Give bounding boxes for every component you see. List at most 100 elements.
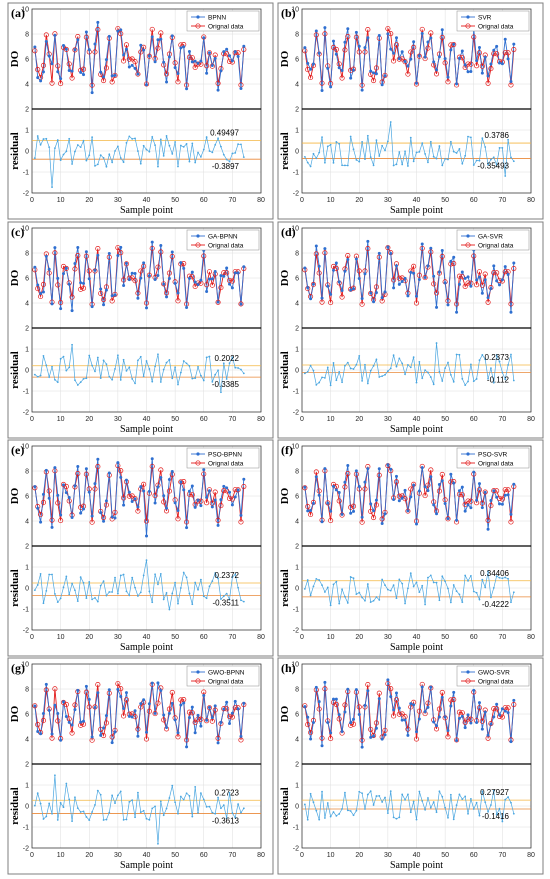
original-point <box>488 66 494 72</box>
original-point <box>333 46 339 52</box>
y-tick-label: 4 <box>295 519 299 526</box>
panel-tag: (e) <box>11 443 24 457</box>
residual-point <box>88 819 91 821</box>
original-point <box>502 50 508 56</box>
predicted-point <box>167 55 171 59</box>
predicted-point <box>486 296 490 300</box>
predicted-point <box>199 278 203 282</box>
y-tick-label: -2 <box>293 628 299 635</box>
predicted-point <box>67 720 71 724</box>
residual-point <box>469 574 472 577</box>
predicted-point <box>193 505 197 509</box>
original-point <box>425 700 431 706</box>
original-point <box>479 500 485 506</box>
original-point <box>479 718 485 724</box>
residual-point <box>116 794 119 797</box>
predicted-point <box>167 277 171 281</box>
residual-point <box>217 137 219 140</box>
residual-point <box>99 793 102 796</box>
residual-point <box>321 136 323 139</box>
residual-point <box>45 137 48 140</box>
residual-point <box>148 590 151 593</box>
original-point <box>166 270 172 276</box>
series-predicted-line <box>304 463 515 530</box>
predicted-point <box>107 252 111 256</box>
y-axis-label-bottom: residual <box>279 569 291 607</box>
panel-frame <box>277 221 544 439</box>
residual-point <box>392 816 395 819</box>
residual-point <box>315 383 318 386</box>
predicted-point <box>93 482 97 486</box>
lower-bound-label: -0.3385 <box>212 380 240 389</box>
predicted-point <box>222 50 226 54</box>
y-tick-label: -1 <box>23 389 29 396</box>
residual-point <box>82 810 85 813</box>
residual-point <box>447 361 449 364</box>
y-tick-label: 6 <box>25 57 29 64</box>
residual-point <box>177 602 179 605</box>
predicted-point <box>228 490 232 494</box>
residual-point <box>174 366 177 369</box>
original-point <box>103 720 109 726</box>
residual-point <box>435 342 438 344</box>
residual-point <box>438 370 441 373</box>
original-point <box>132 278 138 284</box>
residual-point <box>318 151 321 154</box>
y-tick-label: -1 <box>293 607 299 614</box>
predicted-point <box>84 467 88 471</box>
residual-point <box>134 586 136 589</box>
predicted-point <box>349 76 353 80</box>
predicted-point <box>449 48 453 52</box>
predicted-point <box>417 717 421 721</box>
predicted-point <box>386 463 390 467</box>
residual-point <box>398 578 401 581</box>
residual-point <box>492 156 495 159</box>
residual-point <box>177 812 179 815</box>
legend-original-label: Orignal data <box>208 679 244 686</box>
predicted-point <box>173 501 177 505</box>
residual-point <box>199 155 202 158</box>
predicted-point <box>216 300 220 304</box>
x-tick-label: 0 <box>30 852 34 859</box>
original-point <box>476 50 483 56</box>
predicted-point <box>492 715 496 719</box>
residual-point <box>211 811 214 814</box>
predicted-point <box>480 71 484 75</box>
residual-point <box>507 364 509 366</box>
predicted-point <box>400 718 404 722</box>
predicted-point <box>59 307 63 311</box>
x-tick-label: 10 <box>57 852 65 859</box>
residual-point <box>237 143 240 146</box>
predicted-point <box>326 501 330 505</box>
y-tick-label: 8 <box>295 32 299 39</box>
predicted-point <box>506 273 510 277</box>
residual-point <box>197 811 199 814</box>
original-point <box>206 269 213 275</box>
original-point <box>359 519 365 525</box>
residual-point <box>378 155 381 157</box>
predicted-point <box>386 32 390 36</box>
x-tick-label: 40 <box>143 197 151 204</box>
residual-point <box>39 374 42 377</box>
original-point <box>336 61 342 67</box>
residual-point <box>88 354 91 357</box>
residual-point <box>407 165 409 167</box>
original-point <box>241 484 247 490</box>
original-point <box>371 77 377 84</box>
predicted-point <box>389 467 393 471</box>
predicted-point <box>492 48 496 52</box>
residual-point <box>74 796 76 799</box>
predicted-point <box>334 52 338 56</box>
predicted-point <box>409 270 413 274</box>
residual-point <box>76 144 79 146</box>
x-tick-label: 40 <box>413 634 421 641</box>
residual-point <box>355 809 358 812</box>
original-point <box>373 65 379 71</box>
predicted-point <box>360 515 364 519</box>
residual-point <box>148 150 151 153</box>
upper-bound-label: 0.2372 <box>215 571 240 580</box>
residual-point <box>33 589 36 592</box>
residual-point <box>429 376 432 378</box>
residual-point <box>36 135 39 137</box>
predicted-point <box>162 713 166 717</box>
